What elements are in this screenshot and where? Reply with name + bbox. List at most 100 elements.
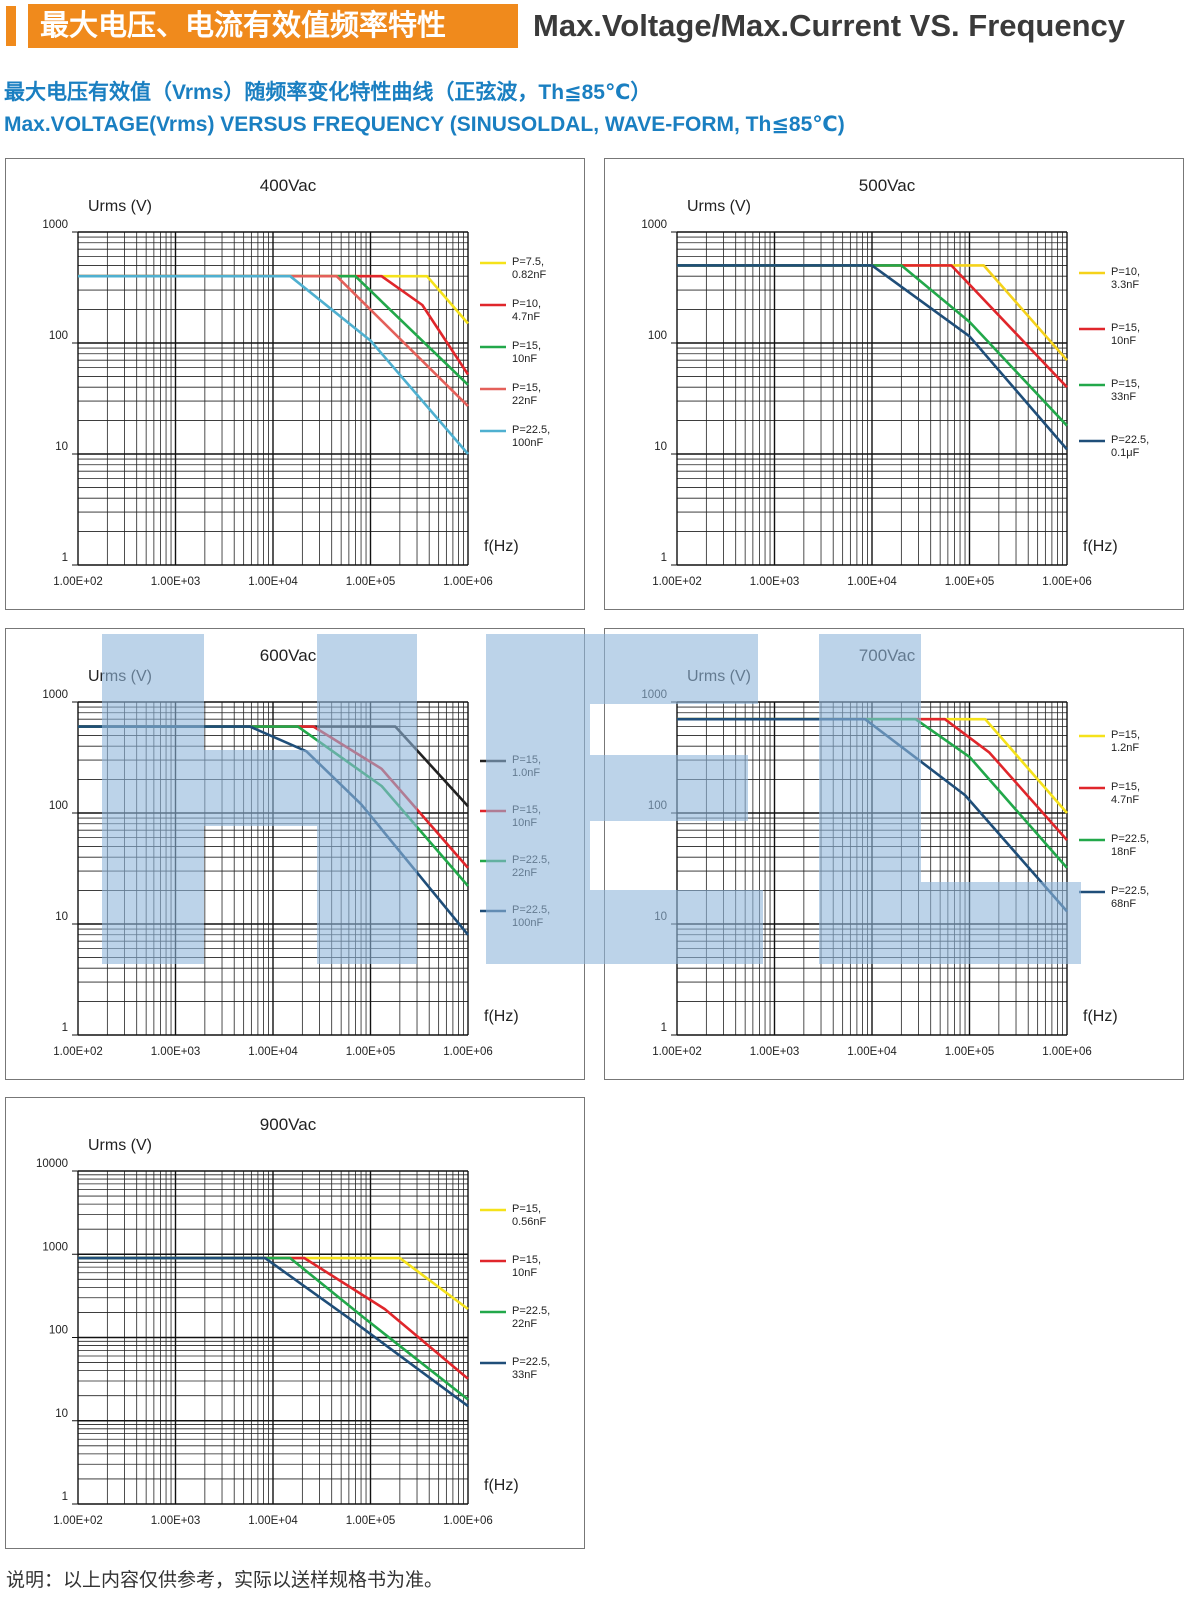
legend-label: P=22.5, 100nF bbox=[512, 424, 551, 449]
y-tick-label: 10 bbox=[55, 911, 68, 923]
y-tick-label: 100 bbox=[49, 330, 68, 342]
x-tick-label: 1.00E+03 bbox=[151, 1515, 201, 1527]
x-tick-label: 1.00E+05 bbox=[945, 1046, 995, 1058]
y-tick-label: 100 bbox=[49, 800, 68, 812]
y-tick-label: 10 bbox=[654, 911, 667, 923]
x-tick-label: 1.00E+03 bbox=[151, 576, 201, 588]
y-tick-label: 100 bbox=[648, 800, 667, 812]
y-tick-label: 10 bbox=[55, 1408, 68, 1420]
y-axis-label: Urms (V) bbox=[687, 668, 751, 685]
legend-label: P=15, 1.0nF bbox=[512, 754, 542, 779]
y-axis-label: Urms (V) bbox=[88, 198, 152, 215]
chart-panel: 500Vac Urms (V) f(Hz) 1.00E+02 1.00E+03 1.00E… bbox=[604, 158, 1184, 610]
x-tick-label: 1.00E+03 bbox=[750, 1046, 800, 1058]
y-tick-label: 1 bbox=[62, 1491, 68, 1503]
y-tick-label: 1 bbox=[62, 1022, 68, 1034]
x-tick-label: 1.00E+02 bbox=[53, 1046, 103, 1058]
x-tick-label: 1.00E+02 bbox=[652, 576, 702, 588]
chart: 400Vac Urms (V) f(Hz) 1.00E+02 1.00E+03 1.00E… bbox=[42, 176, 519, 588]
legend-label: P=22.5, 22nF bbox=[512, 1305, 551, 1330]
legend-label: P=15, 0.56nF bbox=[512, 1203, 547, 1228]
legend-label: P=15, 33nF bbox=[1111, 378, 1141, 403]
legend-label: P=22.5, 68nF bbox=[1111, 885, 1150, 910]
x-axis-label: f(Hz) bbox=[484, 538, 519, 555]
x-tick-label: 1.00E+06 bbox=[443, 1046, 493, 1058]
x-tick-label: 1.00E+06 bbox=[1042, 1046, 1092, 1058]
x-tick-label: 1.00E+04 bbox=[847, 576, 897, 588]
legend-label: P=15, 4.7nF bbox=[1111, 781, 1141, 806]
legend-label: P=22.5, 18nF bbox=[1111, 833, 1150, 858]
subtitle-en: Max.VOLTAGE(Vrms) VERSUS FREQUENCY (SINU… bbox=[4, 113, 845, 136]
x-tick-label: 1.00E+05 bbox=[346, 1515, 396, 1527]
chart-title: 700Vac bbox=[859, 646, 916, 665]
y-tick-label: 1000 bbox=[42, 219, 68, 231]
x-tick-label: 1.00E+05 bbox=[945, 576, 995, 588]
chart: 500Vac Urms (V) f(Hz) 1.00E+02 1.00E+03 1.00E… bbox=[641, 176, 1118, 588]
legend-label: P=22.5, 100nF bbox=[512, 904, 551, 929]
legend-label: P=22.5, 0.1μF bbox=[1111, 434, 1150, 459]
y-tick-label: 1000 bbox=[641, 689, 667, 701]
y-axis-label: Urms (V) bbox=[88, 1137, 152, 1154]
y-tick-label: 10000 bbox=[36, 1158, 68, 1170]
chart: 700Vac Urms (V) f(Hz) 1.00E+02 1.00E+03 1.00E… bbox=[641, 646, 1118, 1058]
x-tick-label: 1.00E+02 bbox=[53, 576, 103, 588]
legend-label: P=22.5, 22nF bbox=[512, 854, 551, 879]
chart-panel: 600Vac Urms (V) f(Hz) 1.00E+02 1.00E+03 1.00E… bbox=[5, 628, 585, 1080]
chart-panel: 900Vac Urms (V) f(Hz) 1.00E+02 1.00E+03 1.00E… bbox=[5, 1097, 585, 1549]
y-tick-label: 1000 bbox=[42, 1241, 68, 1253]
series-line bbox=[78, 274, 469, 455]
chart-panel: 700Vac Urms (V) f(Hz) 1.00E+02 1.00E+03 1.00E… bbox=[604, 628, 1184, 1080]
header-marker bbox=[6, 6, 16, 46]
x-tick-label: 1.00E+02 bbox=[652, 1046, 702, 1058]
x-tick-label: 1.00E+06 bbox=[443, 576, 493, 588]
y-axis-label: Urms (V) bbox=[88, 668, 152, 685]
y-tick-label: 100 bbox=[49, 1325, 68, 1337]
x-axis-label: f(Hz) bbox=[484, 1008, 519, 1025]
x-tick-label: 1.00E+06 bbox=[443, 1515, 493, 1527]
header-title-cn: 最大电压、电流有效值频率特性 bbox=[28, 4, 518, 48]
y-tick-label: 1 bbox=[661, 1022, 667, 1034]
legend-label: P=15, 10nF bbox=[1111, 322, 1141, 347]
y-tick-label: 1 bbox=[661, 552, 667, 564]
chart-title: 500Vac bbox=[859, 176, 916, 195]
subtitle-cn: 最大电压有效值（Vrms）随频率变化特性曲线（正弦波，Th≦85℃） bbox=[4, 81, 652, 104]
x-axis-label: f(Hz) bbox=[1083, 1008, 1118, 1025]
legend-label: P=22.5, 33nF bbox=[512, 1356, 551, 1381]
chart-title: 600Vac bbox=[260, 646, 317, 665]
y-tick-label: 1000 bbox=[42, 689, 68, 701]
y-tick-label: 1 bbox=[62, 552, 68, 564]
chart-title: 400Vac bbox=[260, 176, 317, 195]
x-axis-label: f(Hz) bbox=[484, 1477, 519, 1494]
x-axis-label: f(Hz) bbox=[1083, 538, 1118, 555]
x-tick-label: 1.00E+04 bbox=[248, 1046, 298, 1058]
y-axis-label: Urms (V) bbox=[687, 198, 751, 215]
x-tick-label: 1.00E+06 bbox=[1042, 576, 1092, 588]
legend-label: P=15, 1.2nF bbox=[1111, 729, 1141, 754]
series-line bbox=[677, 264, 1068, 451]
chart-panel: 400Vac Urms (V) f(Hz) 1.00E+02 1.00E+03 1.00E… bbox=[5, 158, 585, 610]
chart: 600Vac Urms (V) f(Hz) 1.00E+02 1.00E+03 1.00E… bbox=[42, 646, 519, 1058]
y-tick-label: 10 bbox=[654, 441, 667, 453]
chart: 900Vac Urms (V) f(Hz) 1.00E+02 1.00E+03 1.00E… bbox=[36, 1115, 519, 1527]
x-tick-label: 1.00E+05 bbox=[346, 1046, 396, 1058]
header-title-en: Max.Voltage/Max.Current VS. Frequency bbox=[533, 8, 1126, 43]
footnote: 说明：以上内容仅供参考，实际以送样规格书为准。 bbox=[6, 1570, 444, 1591]
series-line bbox=[78, 1256, 469, 1408]
x-tick-label: 1.00E+03 bbox=[750, 576, 800, 588]
y-tick-label: 100 bbox=[648, 330, 667, 342]
legend-label: P=10, 3.3nF bbox=[1111, 266, 1141, 291]
x-tick-label: 1.00E+04 bbox=[248, 576, 298, 588]
legend-label: P=15, 22nF bbox=[512, 382, 542, 407]
y-tick-label: 1000 bbox=[641, 219, 667, 231]
chart-title: 900Vac bbox=[260, 1115, 317, 1134]
x-tick-label: 1.00E+04 bbox=[847, 1046, 897, 1058]
y-tick-label: 10 bbox=[55, 441, 68, 453]
x-tick-label: 1.00E+04 bbox=[248, 1515, 298, 1527]
legend-label: P=7.5, 0.82nF bbox=[512, 256, 547, 281]
legend-label: P=15, 10nF bbox=[512, 804, 542, 829]
legend-label: P=15, 10nF bbox=[512, 1254, 542, 1279]
x-tick-label: 1.00E+05 bbox=[346, 576, 396, 588]
legend-label: P=10, 4.7nF bbox=[512, 298, 542, 323]
x-tick-label: 1.00E+03 bbox=[151, 1046, 201, 1058]
